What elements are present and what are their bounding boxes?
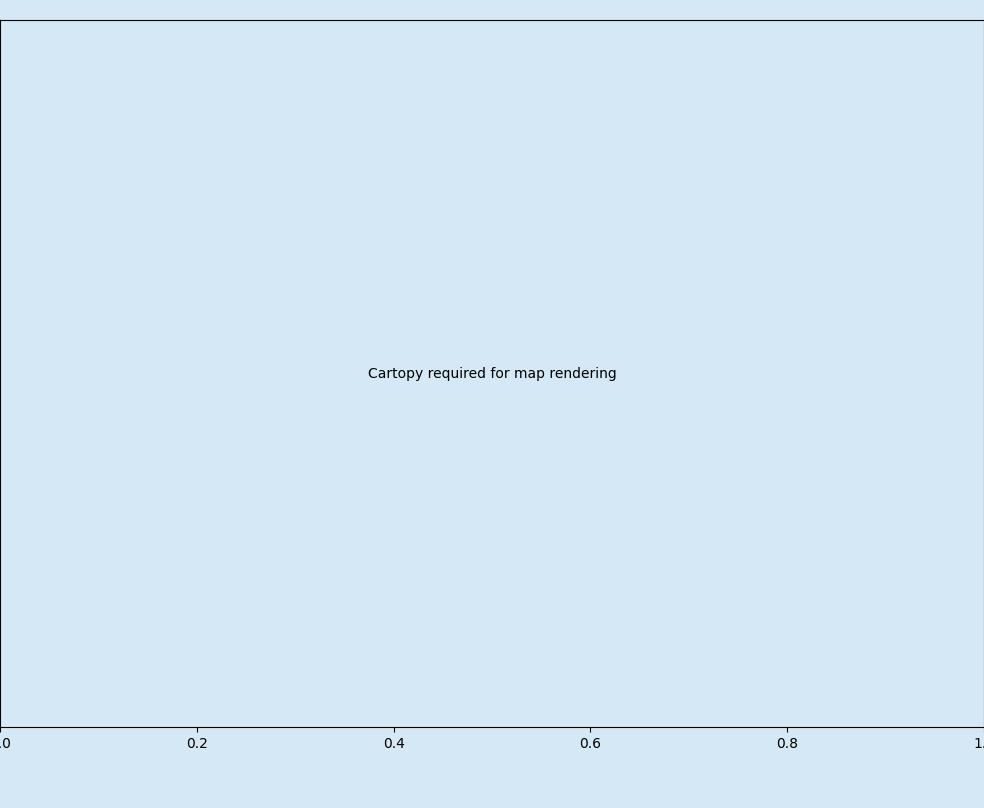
Text: Cartopy required for map rendering: Cartopy required for map rendering (368, 367, 616, 381)
